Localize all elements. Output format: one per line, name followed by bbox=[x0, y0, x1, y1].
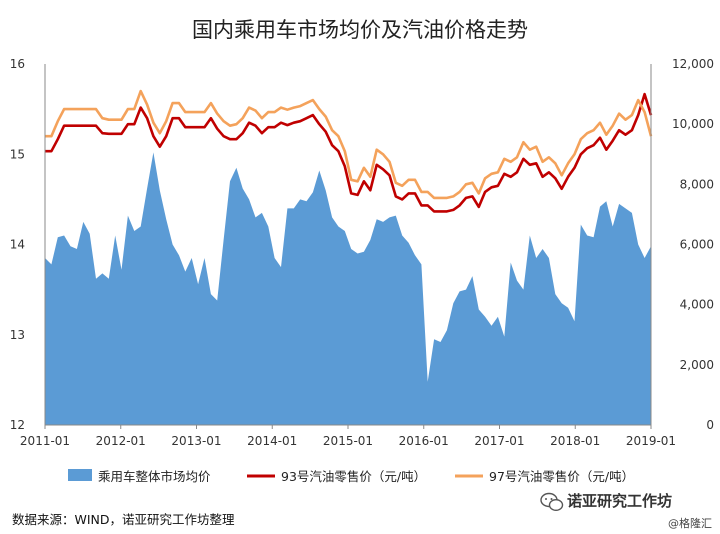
legend: 乘用车整体市场均价 93号汽油零售价（元/吨） 97号汽油零售价（元/吨） bbox=[68, 469, 634, 484]
watermark: 诺亚研究工作坊 @格隆汇 bbox=[540, 492, 712, 530]
watermark-main: 诺亚研究工作坊 bbox=[567, 492, 672, 510]
y-right-tick-label: 10,000 bbox=[672, 117, 714, 131]
legend-item-2: 97号汽油零售价（元/吨） bbox=[455, 469, 634, 484]
x-tick-label: 2017-01 bbox=[474, 434, 524, 448]
y-right-tick-label: 4,000 bbox=[680, 298, 714, 312]
x-tick-label: 2013-01 bbox=[171, 434, 221, 448]
source-note: 数据来源：WIND，诺亚研究工作坊整理 bbox=[12, 512, 235, 527]
axes: 12 13 14 15 16 0 2,000 4,000 6,000 8,000 10,000 12,… bbox=[10, 57, 714, 448]
plot-area bbox=[45, 89, 653, 425]
x-tick-label: 2015-01 bbox=[323, 434, 373, 448]
y-right-tick-label: 0 bbox=[706, 418, 714, 432]
legend-item-1: 93号汽油零售价（元/吨） bbox=[247, 469, 426, 484]
x-tick-label: 2016-01 bbox=[399, 434, 449, 448]
y-right-tick-label: 6,000 bbox=[680, 238, 714, 252]
y-left-tick-label: 13 bbox=[10, 328, 25, 342]
y-right-tick-label: 8,000 bbox=[680, 177, 714, 191]
x-tick-label: 2018-01 bbox=[550, 434, 600, 448]
wechat-icon bbox=[540, 492, 564, 512]
chart-title: 国内乘用车市场均价及汽油价格走势 bbox=[192, 18, 528, 42]
series-line-1 bbox=[45, 92, 653, 213]
legend-item-0: 乘用车整体市场均价 bbox=[68, 469, 211, 484]
x-tick-label: 2014-01 bbox=[247, 434, 297, 448]
x-tick-label: 2011-01 bbox=[20, 434, 70, 448]
y-left-tick-label: 14 bbox=[10, 238, 25, 252]
legend-label: 乘用车整体市场均价 bbox=[98, 469, 211, 484]
y-left-tick-label: 16 bbox=[10, 57, 25, 71]
watermark-sub: @格隆汇 bbox=[668, 516, 712, 530]
x-tick-label: 2019-01 bbox=[626, 434, 676, 448]
legend-label: 93号汽油零售价（元/吨） bbox=[281, 469, 426, 484]
y-right-tick-label: 2,000 bbox=[680, 358, 714, 372]
y-left-tick-label: 15 bbox=[10, 147, 25, 161]
legend-label: 97号汽油零售价（元/吨） bbox=[489, 469, 634, 484]
series-line-2 bbox=[45, 89, 653, 200]
y-right-tick-label: 12,000 bbox=[672, 57, 714, 71]
series-area-0 bbox=[45, 152, 651, 425]
legend-swatch bbox=[68, 469, 92, 481]
y-left-tick-label: 12 bbox=[10, 418, 25, 432]
x-tick-label: 2012-01 bbox=[96, 434, 146, 448]
